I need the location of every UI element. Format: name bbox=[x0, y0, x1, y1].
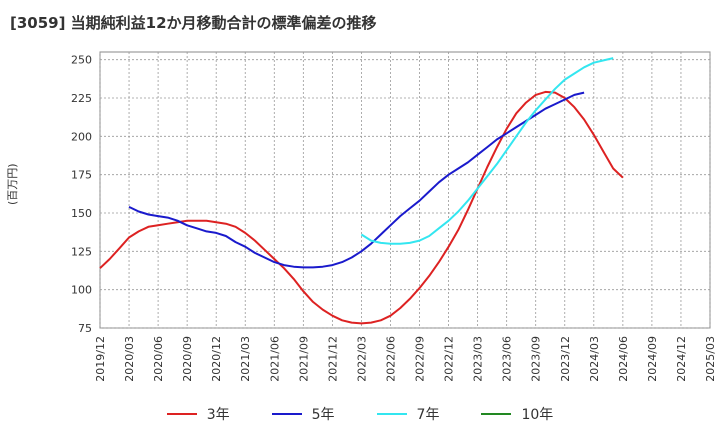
x-tick-label: 2023/09 bbox=[530, 336, 543, 382]
x-tick-label: 2020/09 bbox=[181, 336, 194, 382]
y-tick-label: 125 bbox=[71, 245, 92, 258]
legend-label: 5年 bbox=[311, 407, 335, 423]
x-tick-label: 2024/12 bbox=[675, 336, 688, 382]
x-tick-label: 2023/03 bbox=[472, 336, 485, 382]
legend-label: 10年 bbox=[521, 407, 554, 423]
x-tick-label: 2021/09 bbox=[297, 336, 310, 382]
legend-item: 5年 bbox=[271, 404, 335, 424]
legend-swatch bbox=[271, 413, 302, 415]
y-tick-label: 75 bbox=[78, 322, 92, 335]
x-tick-label: 2021/12 bbox=[326, 336, 339, 382]
x-tick-label: 2020/06 bbox=[152, 336, 165, 382]
y-tick-label: 225 bbox=[71, 92, 92, 105]
plot-area bbox=[99, 51, 711, 329]
legend-swatch bbox=[376, 413, 407, 415]
legend-item: 10年 bbox=[481, 404, 553, 424]
legend-label: 3年 bbox=[206, 407, 230, 423]
legend-label: 7年 bbox=[416, 407, 440, 423]
x-tick-label: 2020/03 bbox=[123, 336, 136, 382]
legend-item: 7年 bbox=[376, 404, 440, 424]
x-tick-label: 2021/03 bbox=[239, 336, 252, 382]
x-tick-label: 2024/09 bbox=[646, 336, 659, 382]
series-line-5年 bbox=[128, 91, 585, 269]
y-tick-label: 250 bbox=[71, 54, 92, 67]
x-tick-label: 2025/03 bbox=[704, 336, 717, 382]
x-tick-label: 2021/06 bbox=[268, 336, 281, 382]
x-tick-label: 2022/06 bbox=[384, 336, 397, 382]
x-tick-label: 2024/06 bbox=[617, 336, 630, 382]
x-tick-label: 2019/12 bbox=[94, 336, 107, 382]
y-tick-label: 150 bbox=[71, 207, 92, 220]
x-tick-label: 2022/09 bbox=[414, 336, 427, 382]
legend: 3年 5年 7年 10年 bbox=[0, 404, 720, 424]
x-tick-label: 2020/12 bbox=[210, 336, 223, 382]
y-tick-label: 100 bbox=[71, 284, 92, 297]
legend-swatch bbox=[481, 413, 512, 415]
series-line-3年 bbox=[99, 90, 624, 325]
legend-swatch bbox=[166, 413, 197, 415]
y-tick-label: 175 bbox=[71, 169, 92, 182]
y-axis-ticks: 75 100 125 150 175 200 225 250 bbox=[71, 54, 92, 335]
series-lines bbox=[99, 57, 624, 325]
x-tick-label: 2022/03 bbox=[355, 336, 368, 382]
y-tick-label: 200 bbox=[71, 130, 92, 143]
x-axis-ticks: 2019/12 2020/03 2020/06 2020/09 2020/12 2021/… bbox=[94, 336, 717, 382]
x-tick-label: 2023/06 bbox=[501, 336, 514, 382]
x-tick-label: 2023/12 bbox=[559, 336, 572, 382]
legend-item: 3年 bbox=[166, 404, 230, 424]
series-line-7年 bbox=[360, 57, 614, 245]
x-tick-label: 2024/03 bbox=[588, 336, 601, 382]
chart-title: [3059] 当期純利益12か月移動合計の標準偏差の推移 bbox=[10, 14, 377, 32]
x-tick-label: 2022/12 bbox=[443, 336, 456, 382]
